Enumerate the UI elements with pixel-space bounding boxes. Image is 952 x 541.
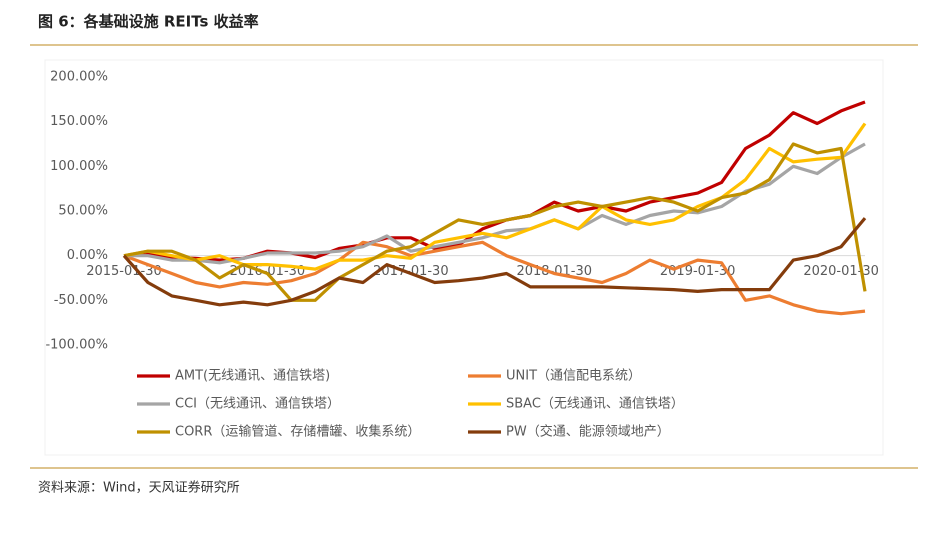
legend-label: SBAC（无线通讯、通信铁塔） (506, 397, 684, 412)
series-line (122, 217, 867, 307)
figure-title: 图 6：各基础设施 REITs 收益率 (38, 13, 259, 31)
y-tick-label: -50.00% (54, 293, 108, 308)
source: 资料来源：Wind，天风证券研究所 (38, 480, 240, 496)
y-tick-label: 150.00% (50, 114, 108, 129)
legend-label: UNIT（通信配电系统） (506, 369, 641, 384)
legend-label: AMT(无线通讯、通信铁塔) (175, 369, 330, 384)
series-line (123, 240, 866, 316)
y-tick-label: 200.00% (50, 70, 108, 85)
y-tick-label: -100.00% (45, 338, 108, 353)
series-line (123, 142, 867, 302)
y-tick-label: 50.00% (58, 204, 108, 219)
legend-label: CORR（运输管道、存储槽罐、收集系统） (175, 424, 420, 440)
legend-label: CCI（无线通讯、通信铁塔） (175, 397, 340, 412)
y-tick-label: 0.00% (67, 248, 108, 263)
legend-label: PW（交通、能源领域地产） (506, 424, 670, 440)
y-tick-label: 100.00% (50, 159, 108, 174)
x-tick-label: 2020-01-30 (803, 264, 879, 279)
